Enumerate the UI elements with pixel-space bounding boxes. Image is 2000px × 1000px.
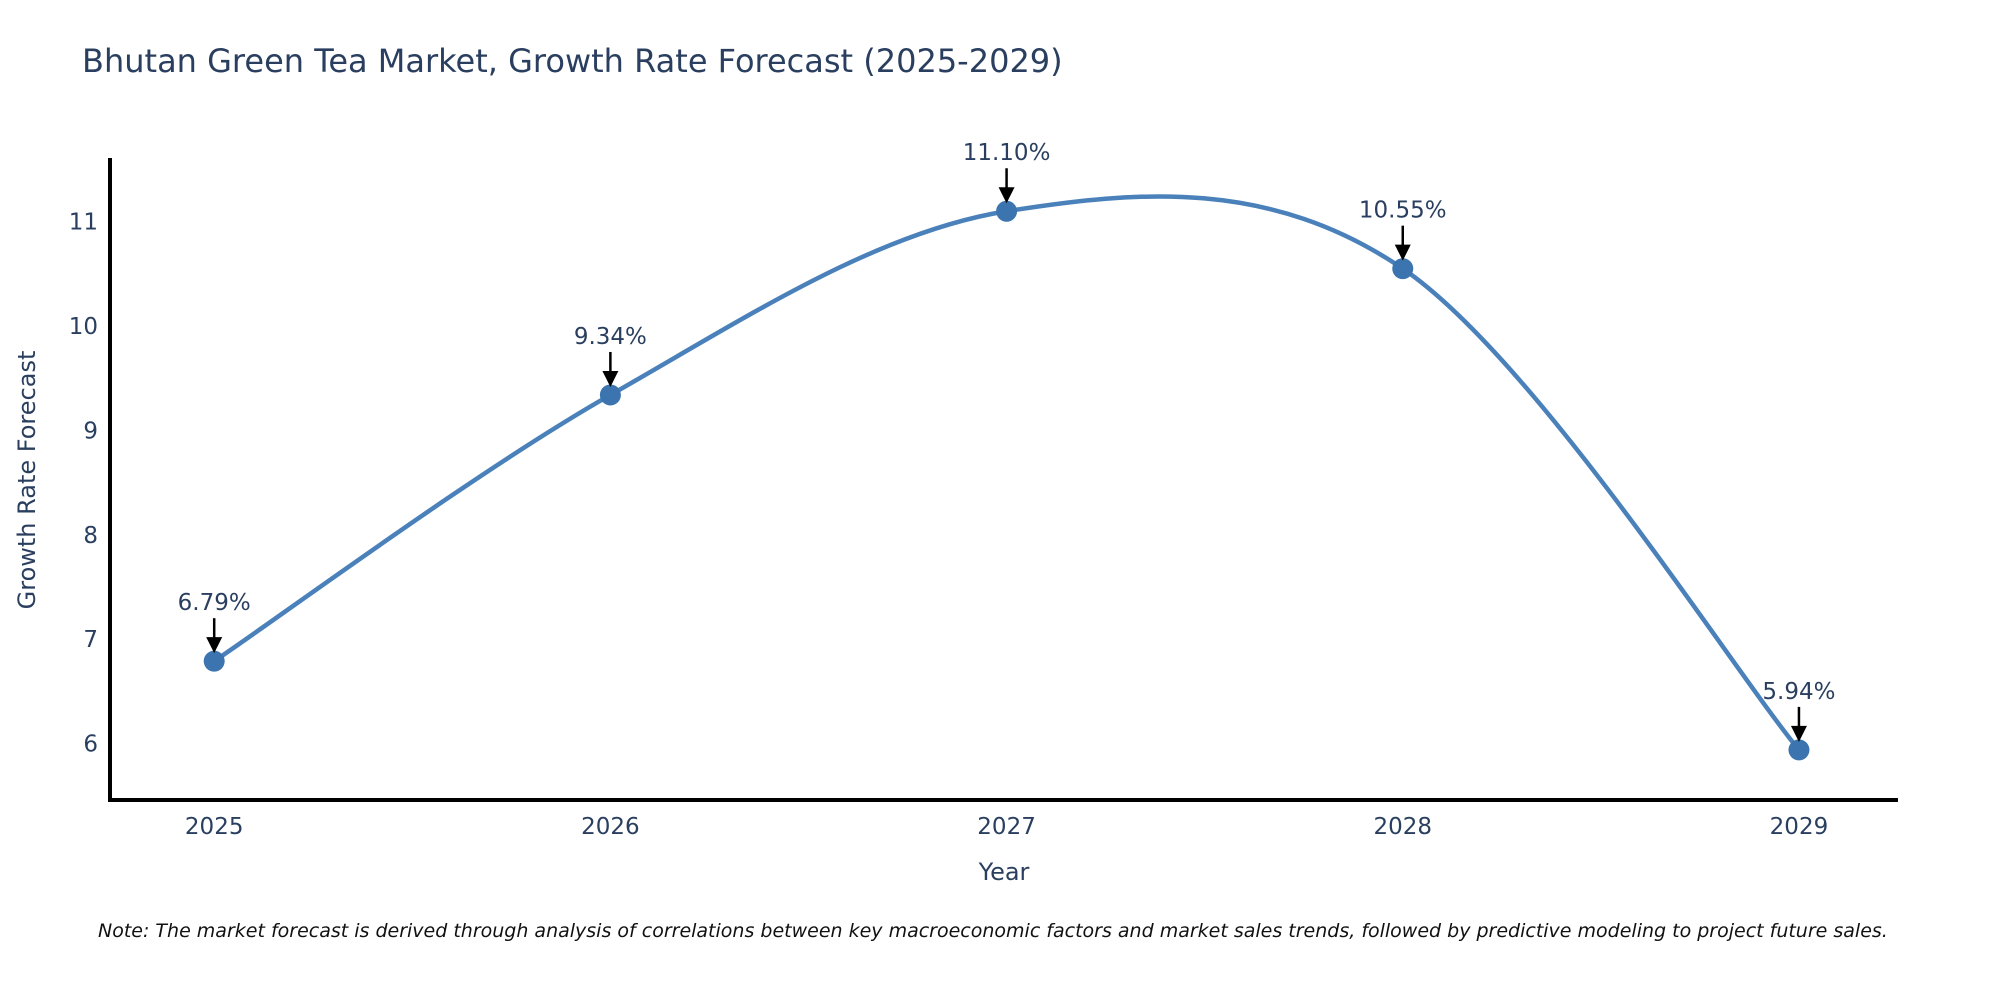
point-annotation-label: 6.79% [178, 590, 251, 616]
y-tick-label: 10 [69, 314, 98, 340]
annotation-arrow-head [602, 370, 619, 387]
annotation-arrow-head [206, 637, 223, 654]
y-tick-label: 8 [83, 523, 98, 549]
annotation-arrow-head [1394, 244, 1411, 261]
x-tick-label: 2025 [185, 814, 244, 840]
x-axis-title: Year [978, 858, 1030, 886]
x-tick-label: 2027 [977, 814, 1036, 840]
chart-title: Bhutan Green Tea Market, Growth Rate For… [82, 42, 1063, 80]
y-tick-label: 7 [83, 627, 98, 653]
x-tick-label: 2028 [1373, 814, 1432, 840]
data-point-marker [1788, 739, 1810, 761]
data-point-marker [996, 200, 1018, 222]
point-annotation-label: 9.34% [574, 324, 647, 350]
x-tick-label: 2026 [581, 814, 640, 840]
data-point-marker [1392, 258, 1414, 280]
y-tick-label: 11 [69, 210, 98, 236]
series-line [211, 194, 1802, 753]
point-annotation-label: 10.55% [1359, 198, 1447, 224]
data-point-marker [203, 650, 225, 672]
point-annotation-label: 11.10% [963, 140, 1051, 166]
y-tick-label: 9 [83, 418, 98, 444]
y-tick-label: 6 [83, 732, 98, 758]
annotation-arrow-head [1790, 725, 1807, 742]
footnote: Note: The market forecast is derived thr… [98, 920, 1888, 942]
x-tick-label: 2029 [1770, 814, 1829, 840]
annotation-arrow-head [998, 187, 1015, 204]
point-annotation-label: 5.94% [1762, 679, 1835, 705]
y-axis-title: Growth Rate Forecast [13, 350, 41, 610]
data-point-marker [599, 384, 621, 406]
